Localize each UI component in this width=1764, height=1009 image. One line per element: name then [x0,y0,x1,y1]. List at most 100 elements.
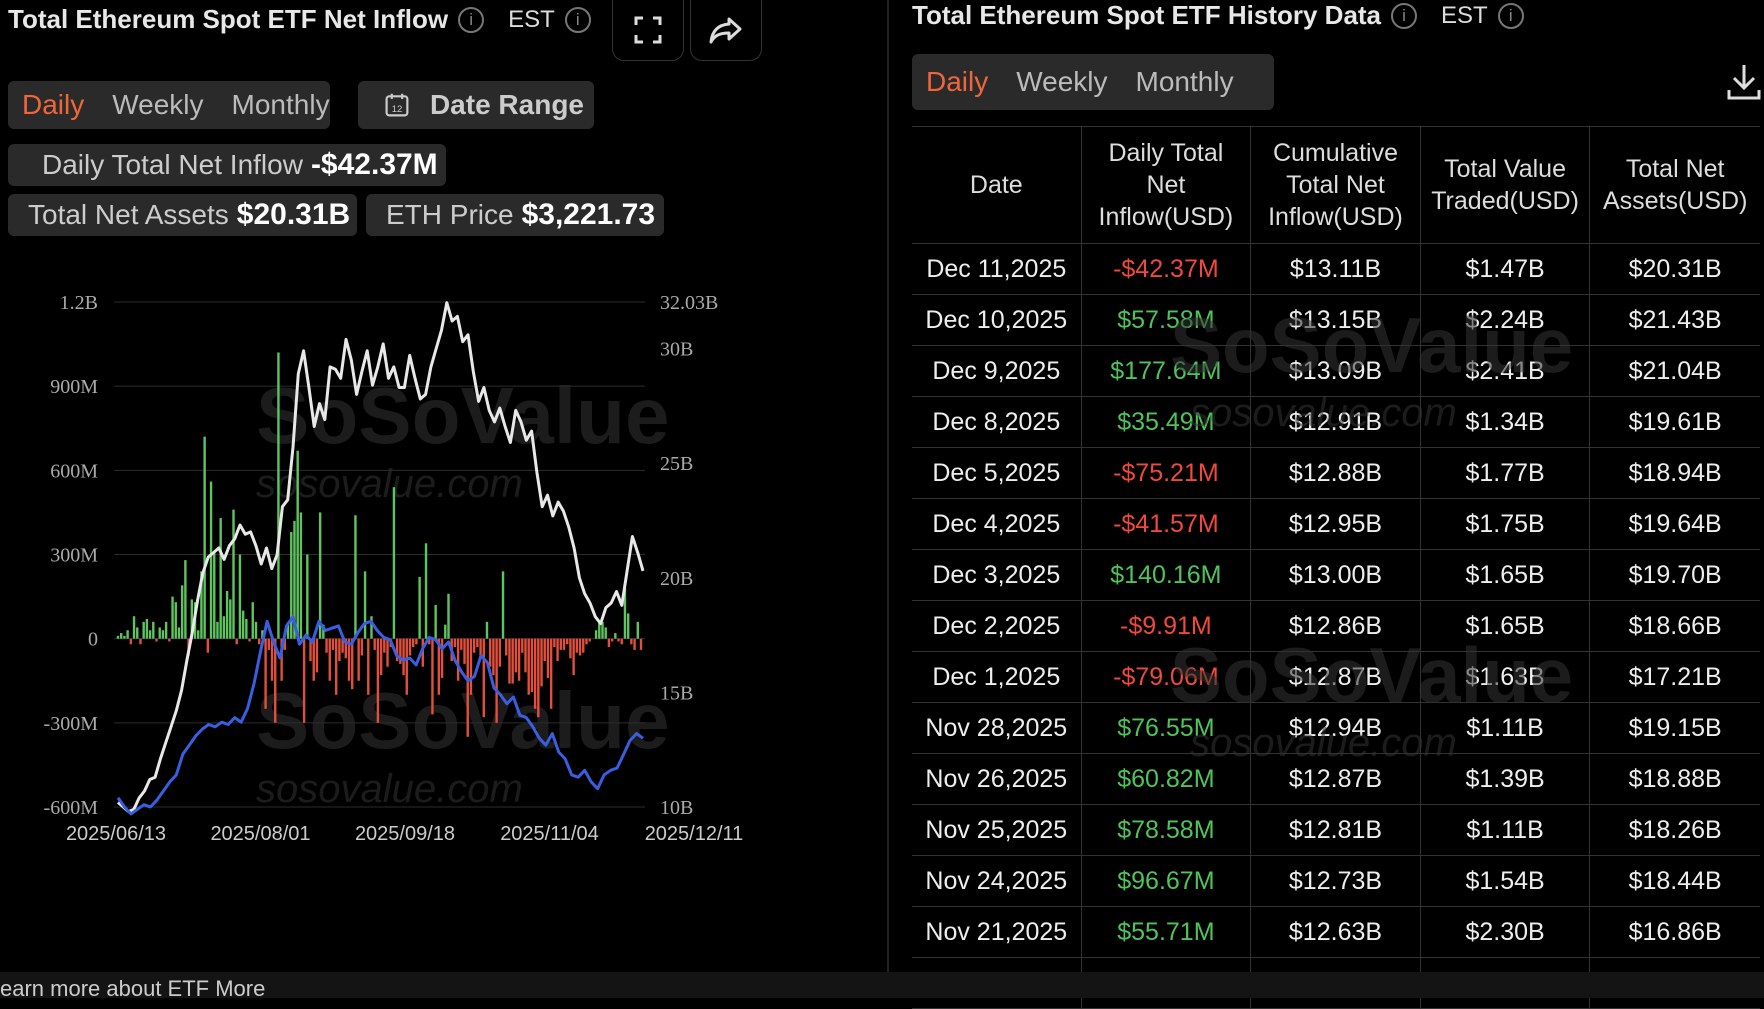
y-tick-left: 900M [50,376,98,398]
legend-eth[interactable]: ETH Price $3,221.73 [366,194,664,236]
inflow-bar [601,621,604,639]
table-timezone-info-icon[interactable]: i [1497,2,1524,29]
y-tick-left: 1.2B [60,292,98,314]
cell-daily-inflow: $35.49M [1082,397,1252,447]
table-row[interactable]: Nov 24,2025 $96.67M $12.73B $1.54B $18.44B [912,856,1760,907]
inflow-bar [379,638,383,676]
timezone-label: EST [508,5,555,33]
inflow-bar [556,638,559,662]
inflow-bar [280,638,283,681]
table-row[interactable]: Dec 2,2025 -$9.91M $12.86B $1.65B $18.66B [912,601,1760,652]
cell-cumulative-inflow: $12.73B [1251,856,1421,906]
table-row[interactable]: Dec 1,2025 -$79.06M $12.87B $1.63B $17.21B [912,652,1760,703]
cell-cumulative-inflow: $13.09B [1251,346,1421,396]
inflow-bar [267,638,271,650]
table-row[interactable]: Dec 5,2025 -$75.21M $12.88B $1.77B $18.94B [912,448,1760,499]
inflow-bar [395,638,399,662]
inflow-bar [376,638,380,723]
inflow-bar [132,616,136,639]
table-row[interactable]: Dec 3,2025 $140.16M $13.00B $1.65B $19.70B [912,550,1760,601]
download-button[interactable] [1726,62,1762,107]
table-info-icon[interactable]: i [1391,2,1418,29]
inflow-bar [524,638,527,673]
cell-value-traded: $2.24B [1421,295,1591,345]
inflow-bar [293,520,296,639]
table-row[interactable]: Nov 21,2025 $55.71M $12.63B $2.30B $16.86B [912,907,1760,958]
timezone-info-icon[interactable]: i [564,6,591,33]
inflow-bar [585,638,588,645]
inflow-bar [495,638,498,723]
download-icon [1727,65,1761,100]
tab-monthly[interactable]: Monthly [231,89,330,120]
col-date[interactable]: Date [912,127,1082,243]
legend-inflow[interactable]: Daily Total Net Inflow -$42.37M [8,144,446,186]
legend-assets-value: $20.31B [236,198,351,231]
col-daily-inflow[interactable]: Daily Total Net Inflow(USD) [1082,127,1252,243]
cell-net-assets: $21.04B [1628,356,1722,385]
inflow-bar [235,638,238,645]
cell-date: Dec 5,2025 [912,448,1082,498]
cell-date: Dec 11,2025 [912,244,1082,294]
fullscreen-button[interactable] [612,0,684,61]
cell-net-assets: $19.64B [1628,509,1722,538]
col-cumulative-inflow[interactable]: Cumulative Total Net Inflow(USD) [1251,127,1421,243]
table-row[interactable]: Nov 28,2025 $76.55M $12.94B $1.11B $19.15B [912,703,1760,754]
inflow-bar [306,554,309,639]
inflow-bar [370,616,373,639]
cell-date: Dec 9,2025 [912,346,1082,396]
inflow-bar [229,599,232,639]
cell-daily-inflow: $96.67M [1082,856,1252,906]
cell-daily-inflow: -$75.21M [1082,448,1252,498]
y-tick-right: 10B [660,797,693,819]
inflow-bar [318,512,322,639]
tab-weekly[interactable]: Weekly [112,89,204,120]
table-row[interactable]: Dec 9,2025 $177.64M $13.09B $2.41B $21.04B [912,346,1760,397]
cell-date: Dec 10,2025 [912,295,1082,345]
table-tab-daily[interactable]: Daily [926,66,989,97]
chart-title-text: Total Ethereum Spot ETF Net Inflow [8,4,449,34]
table-row[interactable]: Nov 25,2025 $78.58M $12.81B $1.11B $18.26B [912,805,1760,856]
inflow-bar [505,638,508,656]
inflow-bar [270,638,274,681]
inflow-bar [479,638,482,659]
inflow-bar [145,619,149,639]
inflow-bar [463,638,466,664]
inflow-bar [216,621,219,639]
table-period-tabs: Daily Weekly Monthly [912,54,1274,110]
col-net-assets[interactable]: Total Net Assets(USD) [1602,155,1748,215]
table-row[interactable]: Dec 10,2025 $57.58M $13.15B $2.24B $21.43B [912,295,1760,346]
share-icon [709,17,742,44]
inflow-bar [501,571,505,639]
footer-link[interactable]: earn more about ETF More [0,976,266,998]
cell-date: Nov 28,2025 [912,703,1082,753]
inflow-bar [164,621,168,639]
x-tick: 2025/09/18 [355,823,455,845]
table-row[interactable]: Dec 8,2025 $35.49M $12.91B $1.34B $19.61B [912,397,1760,448]
inflow-bar [142,621,145,639]
cell-net-assets: $21.43B [1628,305,1722,334]
info-icon[interactable]: i [458,6,485,33]
col-value-traded[interactable]: Total Value Traded(USD) [1421,127,1591,243]
legend-assets[interactable]: Total Net Assets $20.31B [8,194,357,236]
table-tab-monthly[interactable]: Monthly [1135,66,1234,97]
inflow-bar [261,630,264,639]
table-row[interactable]: Nov 26,2025 $60.82M $12.87B $1.39B $18.88B [912,754,1760,805]
table-row[interactable]: Dec 11,2025 -$42.37M $13.11B $1.47B $20.31B [912,244,1760,295]
date-range-button[interactable]: 12 Date Range [358,81,594,129]
cell-date: Nov 26,2025 [912,754,1082,804]
inflow-bar [639,638,643,650]
inflow-bar [620,638,623,645]
inflow-bar [456,638,460,681]
inflow-bar [309,638,312,662]
inflow-bar [424,543,428,639]
inflow-bar [415,638,418,645]
tab-daily[interactable]: Daily [22,89,85,120]
table-tab-weekly[interactable]: Weekly [1016,66,1108,97]
table-row[interactable]: Dec 4,2025 -$41.57M $12.95B $1.75B $19.64B [912,499,1760,550]
inflow-bar [331,638,335,650]
cell-cumulative-inflow: $13.00B [1251,550,1421,600]
cell-date: Nov 21,2025 [912,907,1082,957]
inflow-bar [325,638,328,653]
etf-flow-chart[interactable]: 1.2B 900M 600M 300M 0 -300M -600M 32.03B 30B 25B 2… [0,270,790,960]
share-button[interactable] [690,0,762,61]
